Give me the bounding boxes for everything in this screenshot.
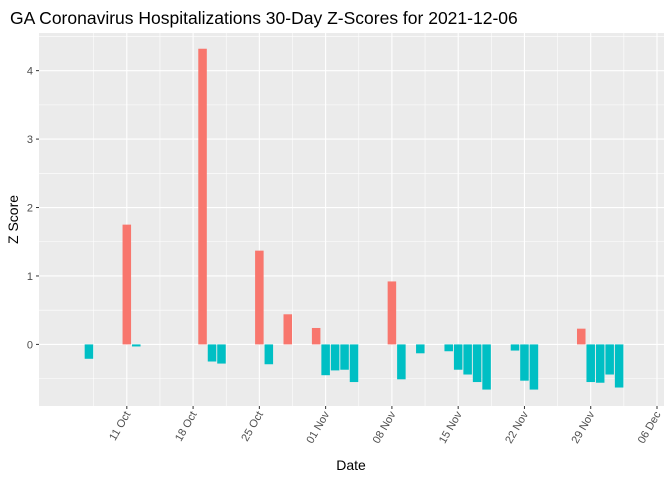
x-tick-label: 11 Oct	[107, 410, 133, 443]
bar	[217, 344, 226, 364]
bar	[397, 344, 406, 380]
bar	[482, 344, 491, 390]
y-axis-title: Z Score	[5, 195, 21, 244]
bar	[321, 344, 330, 376]
y-axis: 0 1 2 3 4	[27, 66, 39, 351]
bar	[520, 344, 529, 381]
bar	[614, 344, 624, 388]
bar	[472, 344, 482, 383]
bar	[444, 344, 453, 352]
x-axis: 11 Oct 18 Oct 25 Oct 01 Nov 08 Nov 15 Nov 22 N…	[107, 406, 664, 446]
bar	[595, 344, 605, 383]
x-tick-label: 01 Nov	[304, 409, 332, 446]
bar	[605, 344, 614, 375]
x-tick-label: 08 Nov	[371, 409, 399, 446]
bar	[453, 344, 463, 370]
bar	[510, 344, 520, 351]
x-axis-title: Date	[336, 457, 366, 473]
grid-lines	[39, 33, 664, 406]
x-tick-label: 25 Oct	[239, 410, 266, 444]
x-tick-label: 18 Oct	[173, 410, 200, 444]
bar	[576, 328, 586, 345]
bar	[198, 48, 207, 345]
y-tick-label: 3	[27, 134, 33, 146]
y-tick-label: 0	[27, 339, 33, 351]
bar	[283, 314, 293, 345]
x-tick-label: 22 Nov	[503, 409, 531, 446]
y-tick-label: 2	[27, 203, 33, 215]
x-tick-label: 15 Nov	[437, 409, 465, 446]
chart-title: GA Coronavirus Hospitalizations 30-Day Z…	[10, 8, 518, 28]
bar	[311, 327, 321, 345]
bar	[387, 281, 397, 345]
bar	[264, 344, 274, 365]
y-tick-label: 4	[27, 66, 33, 78]
bar	[132, 344, 141, 347]
bars	[84, 48, 624, 390]
bar	[122, 224, 132, 345]
bar	[416, 344, 425, 354]
plot-panel	[39, 33, 664, 406]
bar	[586, 344, 595, 383]
bar	[84, 344, 94, 359]
bar	[349, 344, 359, 383]
bar	[330, 344, 340, 371]
bar	[207, 344, 217, 362]
x-tick-label: 06 Dec	[636, 409, 664, 446]
bar	[340, 344, 349, 370]
y-tick-label: 1	[27, 271, 33, 283]
bar	[529, 344, 539, 390]
x-tick-label: 29 Nov	[570, 409, 598, 446]
bar	[463, 344, 472, 375]
bar	[255, 250, 264, 345]
